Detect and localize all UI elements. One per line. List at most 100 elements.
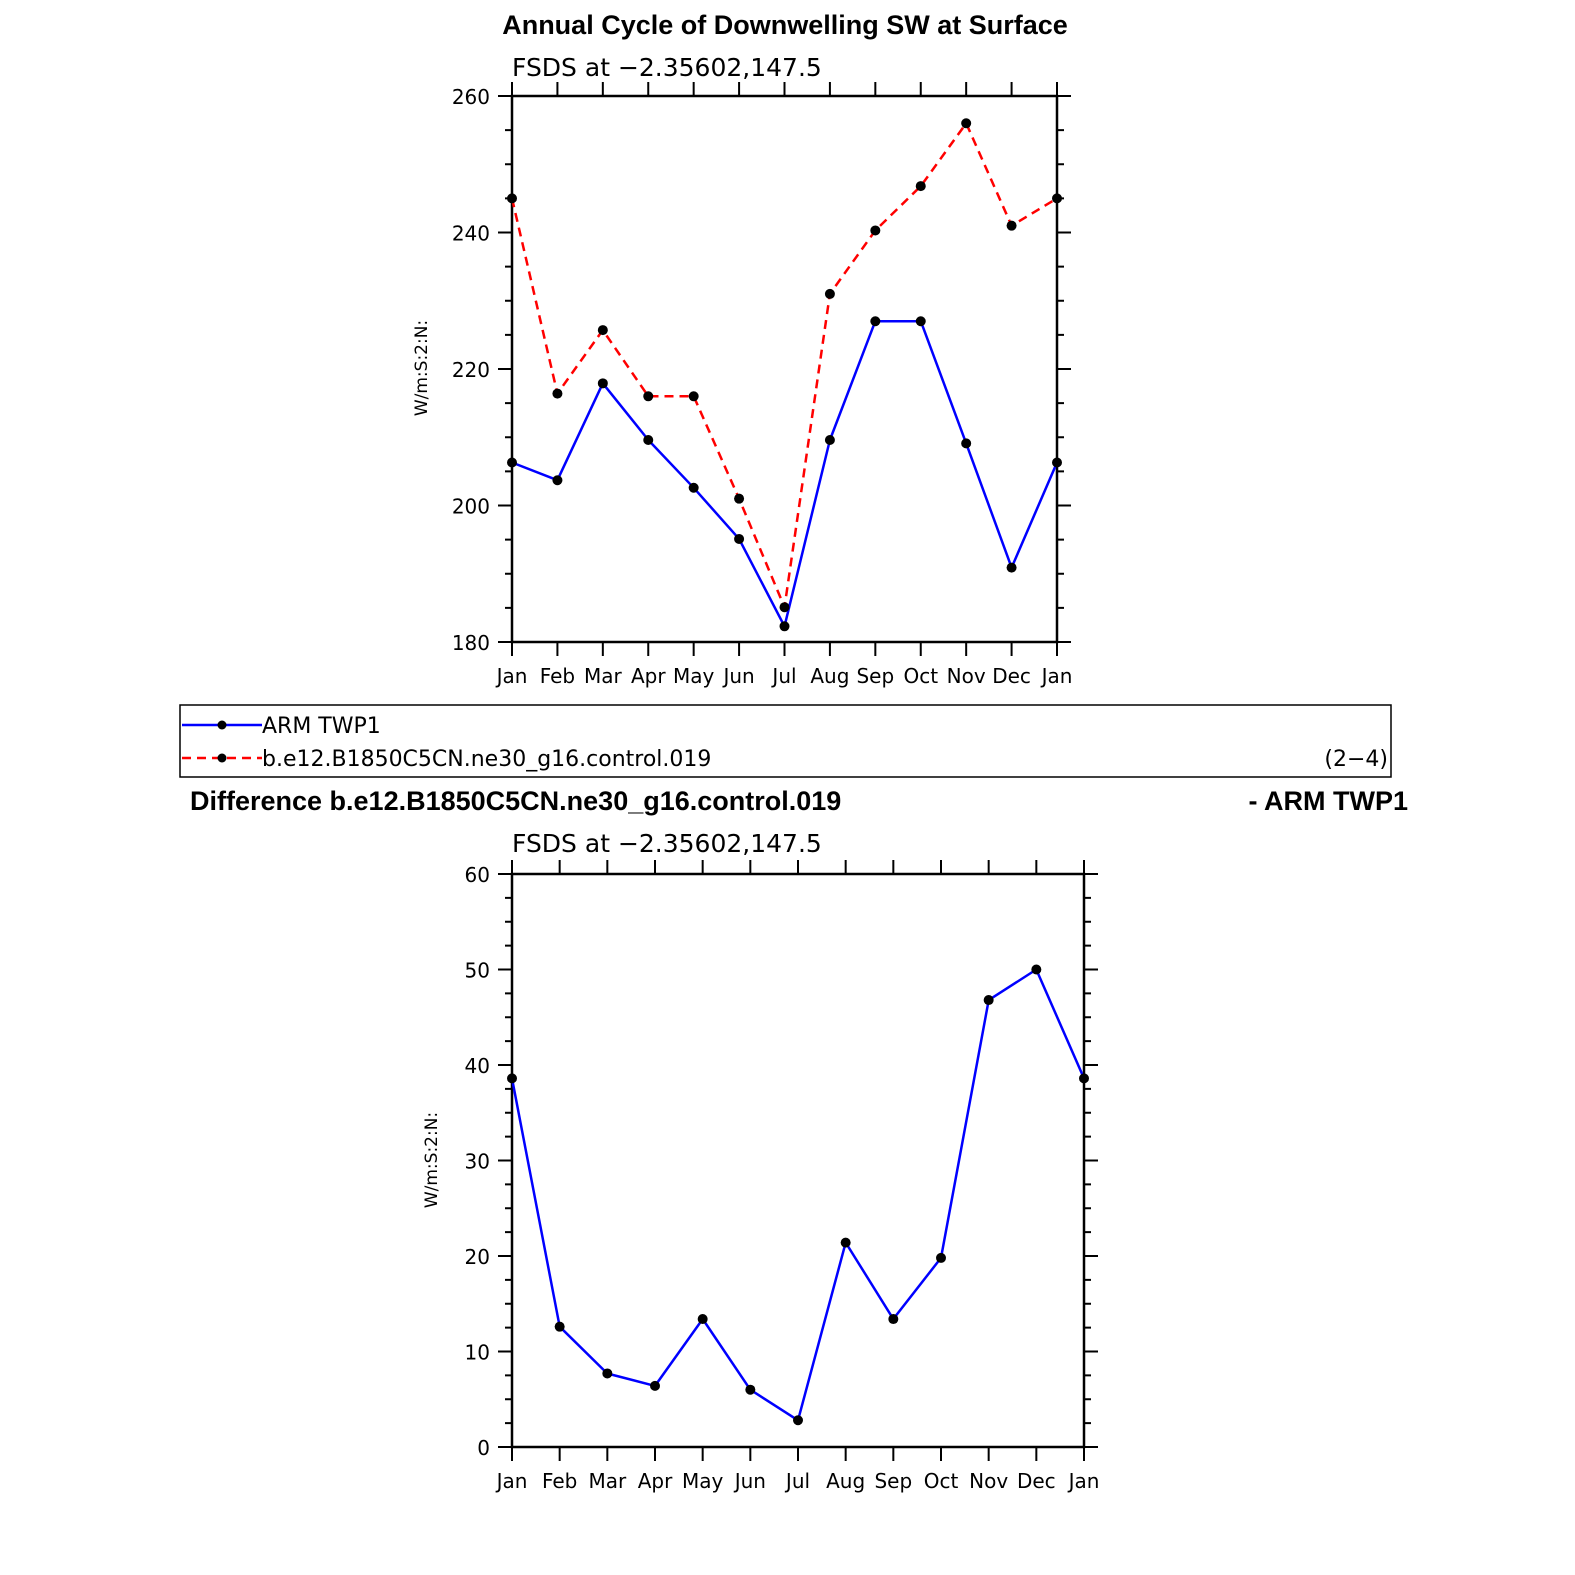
bottom-chart-data-point (983, 995, 994, 1006)
x-tick-label: Nov (969, 1469, 1008, 1493)
top-chart-series-line-1 (510, 122, 1058, 609)
top-chart-data-point (961, 438, 972, 449)
bottom-chart-ylabel: W/m:S:2:N: (422, 1112, 442, 1208)
bottom-chart-data-point (793, 1415, 803, 1426)
x-tick-label: Jan (1067, 1469, 1100, 1493)
top-chart-data-point (1052, 457, 1062, 468)
top-chart-data-point (643, 391, 654, 402)
bottom-chart-data-point (1031, 964, 1042, 975)
top-chart: Annual Cycle of Downwelling SW at Surfac… (412, 10, 1072, 688)
top-chart-data-point (688, 391, 699, 402)
y-tick-label: 240 (452, 222, 490, 246)
y-tick-label: 260 (452, 85, 490, 109)
top-chart-data-point (1052, 193, 1062, 204)
legend-obs-marker (217, 720, 227, 730)
bottom-chart-series-line-0 (510, 968, 1086, 1422)
top-chart-data-point (779, 602, 790, 613)
bottom-chart-series (507, 964, 1089, 1426)
top-chart-data-point (597, 325, 608, 336)
y-tick-label: 0 (477, 1436, 490, 1460)
x-tick-label: Jun (733, 1469, 766, 1493)
legend: ARM TWP1 b.e12.B1850C5CN.ne30_g16.contro… (179, 704, 1392, 778)
x-tick-label: Sep (856, 664, 894, 688)
top-chart-data-point (779, 621, 790, 632)
y-tick-label: 200 (452, 495, 490, 519)
legend-model-marker (217, 753, 227, 763)
top-chart-ylabel: W/m:S:2:N: (412, 320, 432, 416)
bottom-chart-plot-frame (510, 872, 1086, 1449)
legend-item-obs: ARM TWP1 (262, 714, 381, 739)
x-tick-label: Feb (542, 1469, 577, 1493)
y-tick-label: 50 (465, 959, 490, 983)
bottom-chart-data-point (936, 1252, 946, 1263)
top-chart-x-axis: Jan Feb Mar Apr May Jun Jul Aug Sep Oct Nov Dec Jan (495, 82, 1073, 688)
top-chart-data-point (961, 118, 972, 129)
x-tick-label: Oct (903, 664, 938, 688)
bottom-chart-data-point (888, 1314, 899, 1325)
top-chart-data-point (870, 225, 881, 236)
x-tick-label: Jan (495, 664, 528, 688)
top-chart-data-point (734, 493, 745, 504)
bottom-chart-data-point (507, 1073, 517, 1084)
top-chart-data-point (507, 457, 517, 468)
top-chart-subtitle: FSDS at −2.35602,147.5 (512, 53, 822, 82)
x-tick-label: Apr (631, 664, 666, 688)
x-tick-label: Jul (770, 664, 796, 688)
bottom-chart-x-axis: Jan Feb Mar Apr May Jun Jul Aug Sep Oct Nov Dec Jan (495, 860, 1100, 1493)
top-chart-data-point (552, 388, 563, 399)
x-tick-label: Sep (874, 1469, 912, 1493)
y-tick-label: 10 (465, 1341, 490, 1365)
top-chart-title: Annual Cycle of Downwelling SW at Surfac… (502, 10, 1068, 40)
top-chart-data-point (824, 288, 835, 299)
top-chart-data-point (643, 434, 654, 445)
top-chart-data-point (915, 181, 926, 192)
x-tick-label: Jan (1040, 664, 1073, 688)
top-chart-y-axis: 180 200 220 240 260 (452, 85, 1071, 655)
x-tick-label: Jun (721, 664, 754, 688)
top-chart-plot-frame (510, 94, 1059, 644)
top-chart-data-point (1006, 562, 1017, 573)
y-tick-label: 60 (465, 863, 490, 887)
x-tick-label: Jul (784, 1469, 810, 1493)
x-tick-label: May (673, 664, 715, 688)
y-tick-label: 220 (452, 358, 490, 382)
x-tick-label: Dec (992, 664, 1031, 688)
x-tick-label: May (682, 1469, 724, 1493)
bottom-chart-subtitle: FSDS at −2.35602,147.5 (512, 829, 822, 858)
y-tick-label: 40 (465, 1054, 490, 1078)
y-tick-label: 180 (452, 631, 490, 655)
top-chart-data-point (552, 475, 563, 486)
top-chart-data-point (1006, 220, 1017, 231)
top-chart-series (507, 118, 1062, 632)
top-chart-data-point (688, 482, 699, 493)
x-tick-label: Dec (1017, 1469, 1056, 1493)
bottom-chart-data-point (602, 1368, 613, 1379)
x-tick-label: Feb (540, 664, 575, 688)
top-chart-data-point (734, 533, 745, 544)
x-tick-label: Apr (638, 1469, 673, 1493)
top-chart-data-point (824, 434, 835, 445)
bottom-chart-data-point (697, 1314, 708, 1325)
bottom-chart-data-point (554, 1321, 565, 1332)
x-tick-label: Oct (924, 1469, 959, 1493)
legend-box (179, 704, 1392, 778)
bottom-chart-title: Difference b.e12.B1850C5CN.ne30_g16.cont… (190, 786, 841, 816)
top-chart-series-line-0 (511, 319, 1059, 628)
bottom-chart-data-point (650, 1380, 660, 1391)
bottom-chart-title-right: - ARM TWP1 (1249, 786, 1408, 816)
legend-item-model: b.e12.B1850C5CN.ne30_g16.control.019 (262, 747, 711, 772)
x-tick-label: Aug (826, 1469, 865, 1493)
x-tick-label: Jan (495, 1469, 528, 1493)
bottom-chart-data-point (745, 1384, 756, 1395)
top-chart-data-point (507, 193, 517, 204)
y-tick-label: 30 (465, 1150, 490, 1174)
top-chart-data-point (915, 316, 926, 327)
x-tick-label: Aug (810, 664, 849, 688)
top-chart-data-point (597, 378, 608, 389)
bottom-chart-data-point (840, 1237, 851, 1248)
bottom-chart-y-axis: 0 10 20 30 40 50 60 (465, 863, 1098, 1460)
bottom-chart-data-point (1079, 1073, 1089, 1084)
x-tick-label: Mar (584, 664, 623, 688)
x-tick-label: Mar (588, 1469, 627, 1493)
